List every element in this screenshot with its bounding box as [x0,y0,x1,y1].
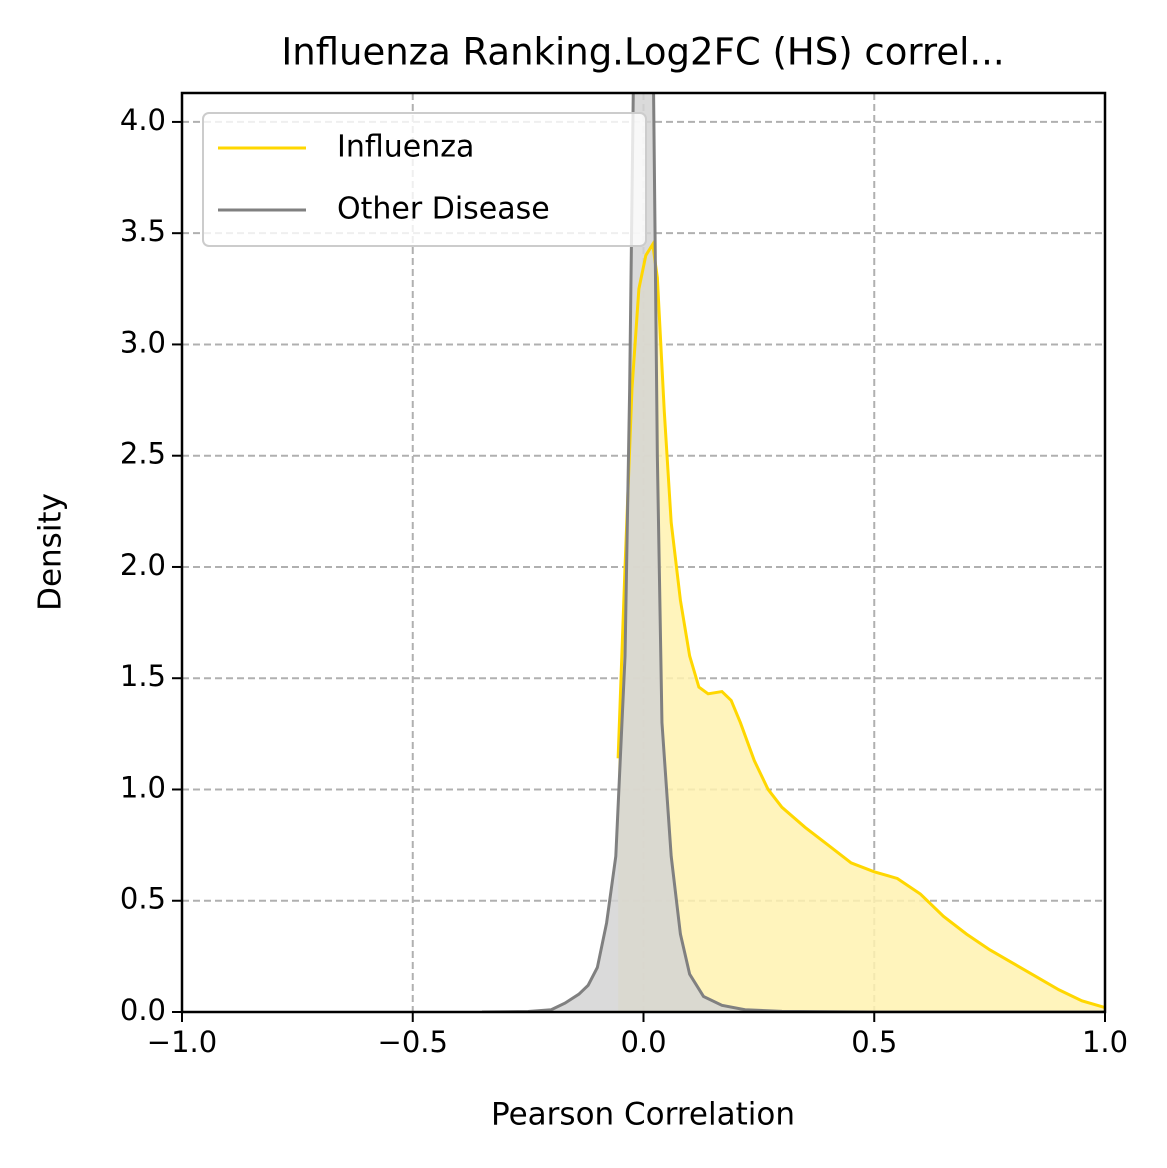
y-tick-label: 1.5 [120,659,166,693]
x-tick-label: −0.5 [378,1025,448,1059]
y-tick-label: 0.0 [120,993,166,1027]
x-tick-label: 1.0 [1082,1025,1128,1059]
legend-label: Other Disease [337,192,550,227]
ticks: −1.0 −0.5 0.0 0.5 1.0 0.0 0.5 1.0 1.5 2.0 2.5 3.0 3.… [120,103,1128,1059]
x-tick-label: −1.0 [147,1025,217,1059]
y-tick-label: 3.0 [120,325,166,359]
density-line [481,93,1105,1012]
plot-area [481,93,1105,1012]
x-tick-label: 0.5 [851,1025,897,1059]
y-tick-label: 0.5 [120,882,166,916]
y-tick-label: 2.5 [120,437,166,471]
y-tick-label: 3.5 [120,214,166,248]
chart-title: Influenza Ranking.Log2FC (HS) correl... [281,31,1004,74]
y-axis-label: Density [33,493,69,611]
y-tick-label: 4.0 [120,103,166,137]
legend-label: Influenza [337,130,474,165]
y-tick-label: 2.0 [120,548,166,582]
x-axis-label: Pearson Correlation [491,1097,795,1133]
legend: Influenza Other Disease [202,112,647,247]
x-tick-label: 0.0 [620,1025,666,1059]
density-area [618,244,1105,1012]
y-tick-label: 1.0 [120,770,166,804]
legend-box [202,112,647,247]
